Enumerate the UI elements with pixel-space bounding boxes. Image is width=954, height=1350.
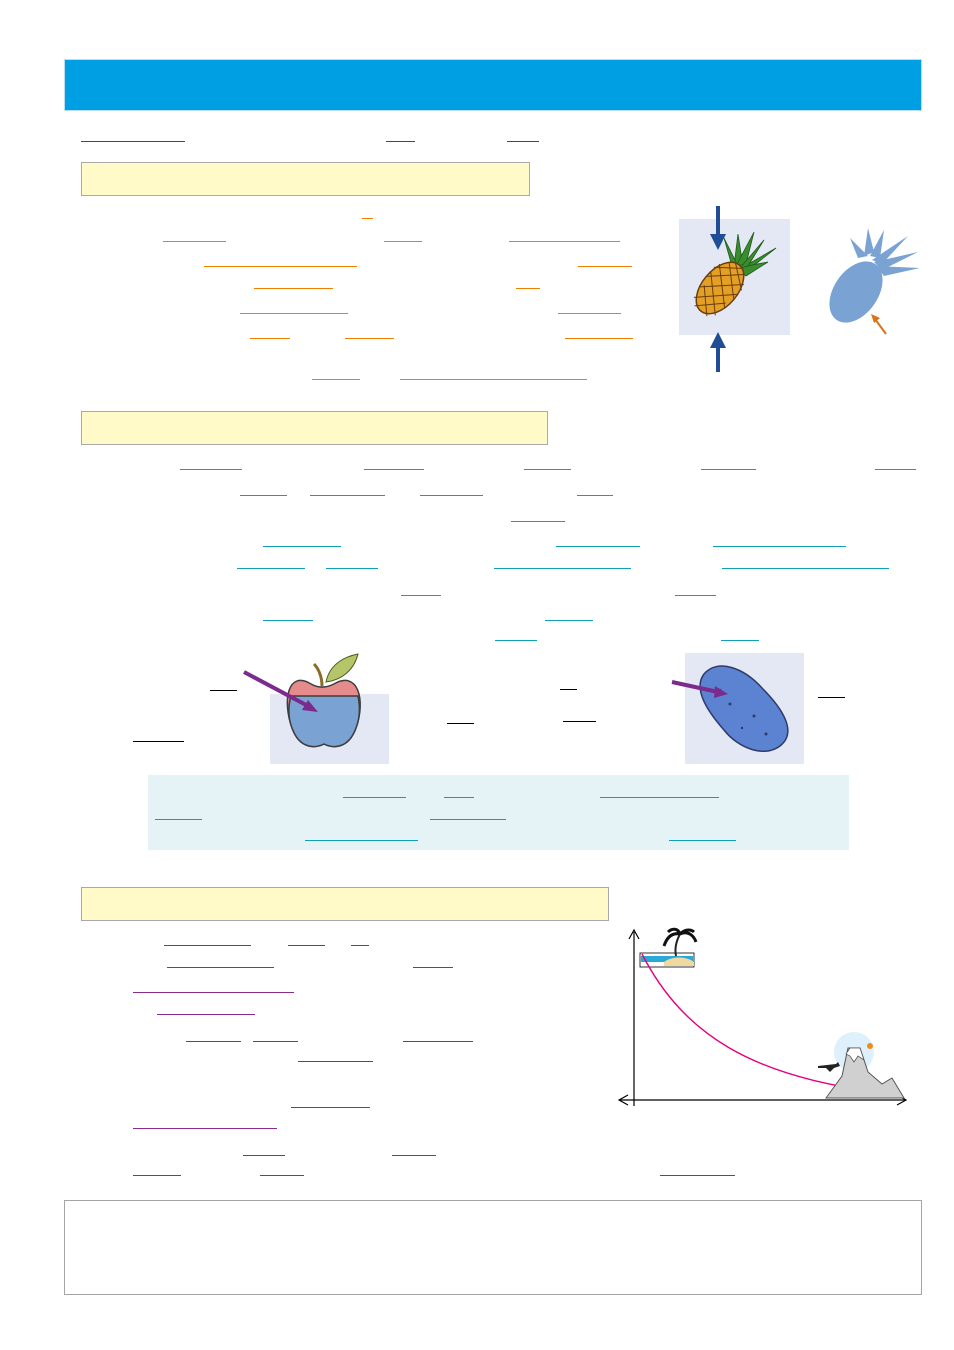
blank [155,819,202,820]
blank [392,1155,436,1156]
section-2-heading [81,411,548,445]
blank [400,379,587,380]
section-3-heading [81,887,609,921]
blank [250,338,290,339]
blank [362,218,373,219]
potato-label-line [560,689,577,690]
blank [558,313,621,314]
blank [386,141,415,142]
blank [669,840,736,841]
blank [511,521,565,522]
blank [305,840,418,841]
apple-label-line [133,741,184,742]
blank [509,241,620,242]
blank [312,379,360,380]
blank [713,546,846,547]
potato-label-line [563,721,596,722]
blank [253,1041,298,1042]
blank [343,797,406,798]
blank [660,1175,735,1176]
blank [186,1041,241,1042]
blank [157,1014,255,1015]
blank [240,313,348,314]
blank [326,568,378,569]
palm-island-icon [640,929,696,967]
blank [204,266,357,267]
pineapple-icon [676,204,796,374]
blank [675,595,716,596]
blank [401,595,441,596]
potato-icon [668,660,803,760]
blank [260,1175,304,1176]
blank [430,819,506,820]
blank [545,620,593,621]
blank [364,469,424,470]
blank [240,495,287,496]
blank [81,141,185,142]
blank [243,1155,285,1156]
blank [351,945,369,946]
blank [263,546,341,547]
blank [413,967,453,968]
airplane-icon [818,1062,840,1072]
apple-label-line [447,723,474,724]
blank [495,640,537,641]
section-1-heading [81,162,530,196]
blank [298,1061,373,1062]
blank [180,469,242,470]
apple-icon [238,650,388,760]
blank [291,1107,370,1108]
blank [263,620,313,621]
blank [444,797,474,798]
blank [507,141,539,142]
blank [167,967,274,968]
blank [556,546,640,547]
blank [524,469,571,470]
blank [133,992,294,993]
blank [254,288,333,289]
blank [578,266,632,267]
blank [384,241,422,242]
blank [345,338,394,339]
pineapple-silhouette-icon [822,226,927,341]
blank [164,945,251,946]
blank [516,288,540,289]
blank [163,241,226,242]
blank [403,1041,473,1042]
blank [875,469,916,470]
blank [722,568,889,569]
blank [701,469,756,470]
blank [494,568,631,569]
summary-box [64,1200,922,1295]
title-banner [64,59,922,111]
blank [600,797,719,798]
blank [133,1128,277,1129]
altitude-graph [614,926,914,1110]
apple-label-line [210,690,237,691]
blank [288,945,325,946]
blank [133,1175,181,1176]
blank [420,495,483,496]
potato-label-line [818,697,845,698]
blank [237,568,305,569]
blank [565,338,633,339]
blank [310,495,385,496]
blank [577,495,613,496]
blank [721,640,759,641]
note-box [148,775,849,850]
